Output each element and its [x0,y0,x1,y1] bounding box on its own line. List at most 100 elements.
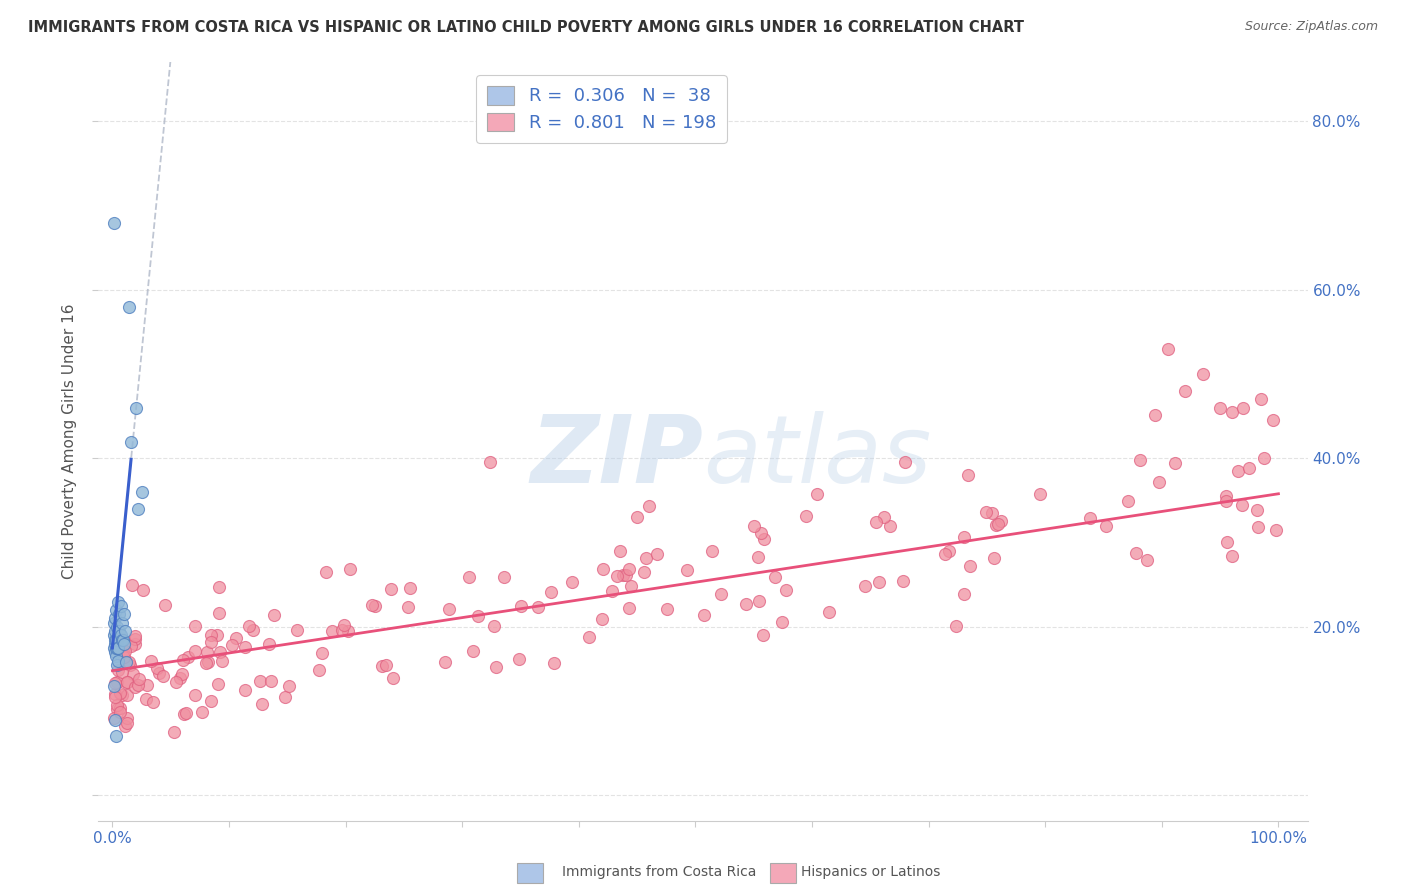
Point [818,605,841,619]
Point [104,649,127,664]
Point [111,615,134,630]
Point [987,516,1010,531]
Point [200,628,222,642]
Point [1265,524,1288,538]
Point [124,636,146,650]
Point [364,599,387,613]
Point [1237,461,1260,475]
Point [770,615,793,629]
Point [208,580,231,594]
Point [1250,392,1272,407]
Point [339,562,361,576]
Point [612,568,634,582]
Point [330,623,353,637]
Point [103,615,125,630]
Point [124,680,146,694]
Point [1246,503,1268,517]
Point [121,578,143,592]
Point [208,606,231,620]
Point [205,628,228,642]
Point [953,587,976,601]
Point [104,713,127,727]
Point [211,654,233,668]
Point [953,530,976,544]
Point [103,640,125,655]
Point [592,562,614,576]
Point [747,549,769,564]
Point [114,624,136,639]
Point [796,508,818,523]
Point [104,675,127,690]
Point [617,601,640,615]
Point [257,637,280,651]
Point [107,632,129,646]
Text: Immigrants from Costa Rica: Immigrants from Costa Rica [562,865,756,880]
Point [103,215,125,229]
Point [260,673,283,688]
Point [1147,475,1170,489]
Point [131,485,153,500]
Point [111,665,134,679]
Point [105,620,128,634]
Point [238,619,260,633]
Point [633,566,655,580]
Point [103,711,125,725]
Point [1094,518,1116,533]
Point [128,672,150,686]
Point [111,632,134,647]
Point [165,674,187,689]
Point [104,611,127,625]
Point [173,706,195,721]
Point [195,657,218,671]
Y-axis label: Child Poverty Among Girls Under 16: Child Poverty Among Girls Under 16 [62,304,77,579]
Point [169,671,191,685]
Point [336,624,359,638]
Point [115,711,138,725]
Point [990,514,1012,528]
Point [120,639,142,653]
Point [321,624,343,639]
Point [380,582,402,597]
Point [233,640,256,654]
Point [734,597,756,611]
Point [527,600,550,615]
Point [879,519,901,533]
Point [170,667,193,681]
Point [104,637,127,651]
Point [249,674,271,689]
Point [981,506,1004,520]
Point [508,652,530,666]
Point [107,663,129,677]
Point [163,725,186,739]
Point [371,658,394,673]
Point [127,678,149,692]
Point [1215,494,1237,508]
Point [172,653,194,667]
Point [1136,552,1159,566]
Point [111,632,134,647]
Point [775,582,797,597]
Point [616,568,638,582]
Point [104,645,127,659]
Text: Hispanics or Latinos: Hispanics or Latinos [801,865,941,880]
Point [135,692,157,706]
Point [1209,401,1232,415]
Point [1029,487,1052,501]
Text: ZIP: ZIP [530,410,703,503]
Point [110,701,132,715]
Point [221,638,243,652]
Text: atlas: atlas [703,411,931,502]
Point [693,608,716,623]
Point [1247,519,1270,533]
Point [153,599,176,613]
Point [108,706,131,720]
Point [195,645,218,659]
Point [1220,549,1243,563]
Point [873,509,896,524]
Text: Source: ZipAtlas.com: Source: ZipAtlas.com [1244,20,1378,33]
Point [135,678,157,692]
Point [115,716,138,731]
Point [398,581,420,595]
Point [1261,413,1284,427]
Point [655,601,678,615]
